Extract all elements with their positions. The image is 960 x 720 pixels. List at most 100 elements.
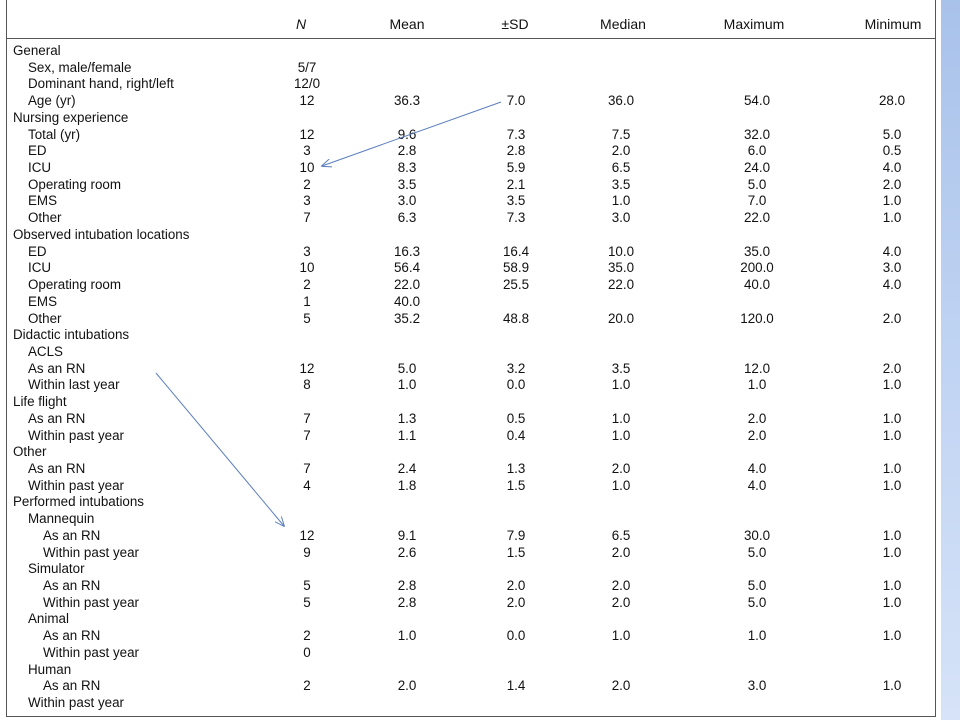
cell-n: 12 <box>299 126 315 142</box>
header-mean: Mean <box>389 16 425 32</box>
header-sd: ±SD <box>501 16 529 32</box>
cell-minimum: 1.0 <box>882 193 902 209</box>
cell-sd: 7.0 <box>506 93 526 109</box>
cell-median: 2.0 <box>611 461 631 476</box>
cell-n: 0 <box>303 644 311 660</box>
cell-minimum: 1.0 <box>882 410 902 426</box>
cell-n: 3 <box>303 193 311 209</box>
section-label: Nursing experience <box>13 109 129 125</box>
cell-median: 35.0 <box>607 260 635 276</box>
cell-maximum: 120.0 <box>740 310 774 326</box>
cell-maximum: 3.0 <box>747 678 767 694</box>
cell-maximum: 32.0 <box>743 126 771 142</box>
cell-minimum: 4.0 <box>882 243 902 259</box>
cell-sd: 2.0 <box>506 594 526 610</box>
table-row: Within past year 9 2.6 1.5 2.0 5.0 1.0 <box>7 544 935 561</box>
section-row: Didactic intubations <box>7 326 935 343</box>
cell-mean: 1.8 <box>397 477 417 493</box>
cell-sd: 5.9 <box>506 160 526 176</box>
cell-n: 7 <box>303 461 311 476</box>
cell-mean: 36.3 <box>393 93 421 109</box>
cell-minimum: 1.0 <box>882 628 902 644</box>
table-row: Total (yr) 12 9.6 7.3 7.5 32.0 5.0 <box>7 126 935 143</box>
row-label: ED <box>28 143 47 159</box>
row-label: Operating room <box>28 176 122 192</box>
cell-maximum: 24.0 <box>743 160 771 176</box>
cell-mean: 9.1 <box>397 527 417 543</box>
section-label: Performed intubations <box>13 494 145 510</box>
cell-sd: 58.9 <box>502 260 530 276</box>
cell-sd: 16.4 <box>502 243 530 259</box>
cell-mean: 2.8 <box>397 594 417 610</box>
table-row: Operating room 2 22.0 25.5 22.0 40.0 4.0 <box>7 276 935 293</box>
section-label: Life flight <box>13 394 67 410</box>
cell-median: 6.5 <box>611 160 631 176</box>
cell-n: 3 <box>303 243 311 259</box>
cell-maximum: 5.0 <box>747 544 767 560</box>
cell-sd: 1.3 <box>506 461 526 476</box>
cell-sd: 0.4 <box>506 427 526 443</box>
cell-mean: 2.4 <box>397 461 417 476</box>
row-label: Sex, male/female <box>28 59 132 75</box>
cell-n: 4 <box>303 477 311 493</box>
table-row: As an RN 7 2.4 1.3 2.0 4.0 1.0 <box>7 460 935 477</box>
cell-n: 2 <box>303 628 311 644</box>
cell-maximum: 5.0 <box>747 594 767 610</box>
cell-n: 5 <box>303 594 311 610</box>
section-label: Observed intubation locations <box>13 226 190 242</box>
table-row: ED 3 16.3 16.4 10.0 35.0 4.0 <box>7 243 935 260</box>
row-label: As an RN <box>43 578 101 594</box>
table-row: Within past year 4 1.8 1.5 1.0 4.0 1.0 <box>7 477 935 494</box>
cell-sd: 1.5 <box>506 544 526 560</box>
row-label: Operating room <box>28 277 122 293</box>
cell-n: 5 <box>303 578 311 594</box>
cell-mean: 2.6 <box>397 544 417 560</box>
cell-minimum: 2.0 <box>882 310 902 326</box>
cell-median: 2.0 <box>611 544 631 560</box>
cell-minimum: 28.0 <box>878 93 906 109</box>
cell-mean: 6.3 <box>397 210 417 226</box>
row-label: Within past year <box>43 644 140 660</box>
table-row: Operating room 2 3.5 2.1 3.5 5.0 2.0 <box>7 176 935 193</box>
table-row: As an RN 12 5.0 3.2 3.5 12.0 2.0 <box>7 360 935 377</box>
header-median: Median <box>600 16 646 32</box>
cell-minimum: 1.0 <box>882 594 902 610</box>
table-row: Animal <box>7 610 935 627</box>
cell-sd: 7.9 <box>506 527 526 543</box>
cell-sd: 1.4 <box>506 678 526 694</box>
cell-median: 2.0 <box>611 678 631 694</box>
header-minimum: Minimum <box>864 16 922 32</box>
table-row: EMS 1 40.0 <box>7 293 935 310</box>
cell-mean: 2.8 <box>397 143 417 159</box>
row-label: Within past year <box>28 695 125 711</box>
row-label: Mannequin <box>28 511 95 527</box>
cell-sd: 3.5 <box>506 193 526 209</box>
cell-median: 1.0 <box>611 477 631 493</box>
row-label: EMS <box>28 293 58 309</box>
row-label: Age (yr) <box>28 93 76 109</box>
cell-minimum: 1.0 <box>882 678 902 694</box>
cell-n: 3 <box>303 143 311 159</box>
cell-minimum: 1.0 <box>882 377 902 393</box>
cell-minimum: 1.0 <box>882 427 902 443</box>
cell-mean: 9.6 <box>397 126 417 142</box>
cell-median: 3.5 <box>611 176 631 192</box>
cell-maximum: 2.0 <box>747 427 767 443</box>
table-row: As an RN 7 1.3 0.5 1.0 2.0 1.0 <box>7 410 935 427</box>
cell-median: 1.0 <box>611 193 631 209</box>
cell-mean: 16.3 <box>393 243 421 259</box>
cell-n: 2 <box>303 176 311 192</box>
row-label: Within past year <box>43 544 140 560</box>
cell-sd: 7.3 <box>506 210 526 226</box>
cell-sd: 2.0 <box>506 578 526 594</box>
section-row: General <box>7 42 935 59</box>
table-row: EMS 3 3.0 3.5 1.0 7.0 1.0 <box>7 192 935 209</box>
table-row: Within past year 7 1.1 0.4 1.0 2.0 1.0 <box>7 427 935 444</box>
side-decoration-band <box>941 0 960 720</box>
cell-median: 2.0 <box>611 578 631 594</box>
table-row: Within last year 8 1.0 0.0 1.0 1.0 1.0 <box>7 376 935 393</box>
cell-minimum: 1.0 <box>882 477 902 493</box>
cell-n: 7 <box>303 427 311 443</box>
row-label: Simulator <box>28 561 85 577</box>
cell-n: 7 <box>303 410 311 426</box>
